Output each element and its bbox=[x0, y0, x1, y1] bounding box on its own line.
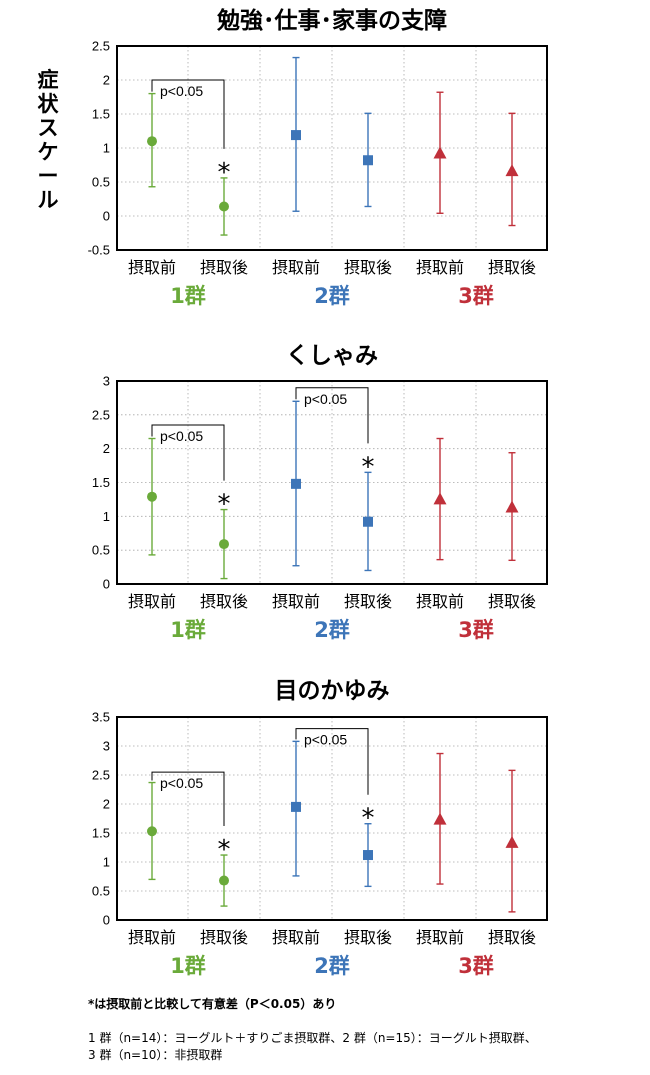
chart3-x-tick-label: 摂取後 bbox=[200, 928, 248, 947]
chart2-group-label-2: 2群 bbox=[314, 618, 350, 642]
chart3-significance-bracket bbox=[295, 728, 369, 795]
chart1-data-point-triangle bbox=[433, 146, 447, 159]
chart3-y-tick-label: 2 bbox=[103, 797, 110, 812]
chart1-data-point-triangle bbox=[505, 164, 519, 177]
chart1-y-tick-label: -0.5 bbox=[88, 243, 110, 258]
chart2-group-label-1: 1群 bbox=[170, 618, 206, 642]
chart2-data-point-triangle bbox=[505, 500, 519, 513]
significance-note: *は摂取前と比較して有意差（P＜0.05）あり bbox=[88, 997, 337, 1011]
chart2-group-label-3: 3群 bbox=[458, 618, 494, 642]
chart3-data-point-square bbox=[363, 850, 373, 861]
chart1-y-tick-label: 2.5 bbox=[92, 39, 110, 54]
chart3-significance-star: * bbox=[218, 835, 231, 865]
chart2-x-tick-label: 摂取前 bbox=[272, 592, 320, 611]
chart3-data-point-square bbox=[291, 801, 301, 812]
chart2-x-tick-label: 摂取後 bbox=[488, 592, 536, 611]
chart1-group-label-1: 1群 bbox=[170, 284, 206, 308]
chart2-significance-bracket bbox=[295, 387, 369, 444]
chart2-data-point-triangle bbox=[433, 492, 447, 505]
y-axis-label-char: ル bbox=[38, 188, 59, 212]
chart3-x-tick-label: 摂取後 bbox=[488, 928, 536, 947]
y-axis-label-char: ケ bbox=[38, 140, 59, 164]
chart3-plot-frame bbox=[116, 716, 548, 921]
chart3-y-tick-label: 1 bbox=[103, 855, 110, 870]
y-axis-label-char: ス bbox=[38, 116, 59, 140]
chart1-y-tick-label: 0.5 bbox=[92, 175, 110, 190]
chart3-data-point-circle bbox=[147, 826, 157, 837]
chart1-group-label-2: 2群 bbox=[314, 284, 350, 308]
chart1-x-tick-label: 摂取後 bbox=[200, 258, 248, 277]
chart1-data-point-circle bbox=[219, 201, 229, 212]
chart1-p-value-label: p<0.05 bbox=[160, 83, 203, 99]
chart1-x-tick-label: 摂取前 bbox=[272, 258, 320, 277]
chart1-x-tick-label: 摂取前 bbox=[416, 258, 464, 277]
chart3-x-tick-label: 摂取後 bbox=[344, 928, 392, 947]
chart2-x-tick-label: 摂取前 bbox=[128, 592, 176, 611]
chart3-title: 目のかゆみ bbox=[275, 678, 390, 704]
chart1-y-tick-label: 0 bbox=[103, 209, 110, 224]
chart2-x-tick-label: 摂取前 bbox=[416, 592, 464, 611]
chart1-data-point-square bbox=[291, 130, 301, 141]
chart2-p-value-label: p<0.05 bbox=[160, 428, 203, 444]
chart3-y-tick-label: 0.5 bbox=[92, 884, 110, 899]
chart3-group-label-2: 2群 bbox=[314, 954, 350, 978]
chart3-data-point-triangle bbox=[505, 835, 519, 848]
chart3-y-tick-label: 0 bbox=[103, 913, 110, 928]
chart3-x-tick-label: 摂取前 bbox=[272, 928, 320, 947]
chart1-y-tick-label: 2 bbox=[103, 73, 110, 88]
chart3-data-point-circle bbox=[219, 875, 229, 886]
chart1-plot-frame bbox=[116, 45, 548, 251]
chart1-y-tick-label: 1 bbox=[103, 141, 110, 156]
chart2-significance-star: * bbox=[362, 452, 375, 482]
chart2-p-value-label: p<0.05 bbox=[304, 391, 347, 407]
chart3-y-tick-label: 2.5 bbox=[92, 768, 110, 783]
y-axis-label-char: 状 bbox=[38, 92, 60, 116]
chart2-data-point-circle bbox=[219, 539, 229, 550]
group-note-line-1: 1 群（n=14）：ヨーグルト＋すりごま摂取群、2 群（n=15）：ヨーグルト摂… bbox=[88, 1031, 537, 1045]
chart2-plot-frame bbox=[116, 380, 548, 585]
chart1-significance-star: * bbox=[218, 158, 231, 188]
chart2-y-tick-label: 1 bbox=[103, 509, 110, 524]
chart1-data-point-circle bbox=[147, 136, 157, 147]
y-axis-label-char: 症 bbox=[38, 68, 59, 92]
chart2-data-point-circle bbox=[147, 491, 157, 502]
chart2-x-tick-label: 摂取後 bbox=[200, 592, 248, 611]
chart3-significance-bracket bbox=[151, 771, 225, 827]
chart1-y-tick-label: 1.5 bbox=[92, 107, 110, 122]
chart2-y-tick-label: 0.5 bbox=[92, 543, 110, 558]
chart2-x-tick-label: 摂取後 bbox=[344, 592, 392, 611]
chart1-x-tick-label: 摂取後 bbox=[344, 258, 392, 277]
chart2-y-tick-label: 2.5 bbox=[92, 407, 110, 422]
chart3-group-label-3: 3群 bbox=[458, 954, 494, 978]
chart1-x-tick-label: 摂取後 bbox=[488, 258, 536, 277]
chart1-data-point-square bbox=[363, 155, 373, 166]
chart2-y-tick-label: 2 bbox=[103, 441, 110, 456]
chart3-group-label-1: 1群 bbox=[170, 954, 206, 978]
chart1-title: 勉強･仕事･家事の支障 bbox=[216, 7, 447, 34]
chart1-x-tick-label: 摂取前 bbox=[128, 258, 176, 277]
chart2-significance-star: * bbox=[218, 490, 231, 520]
y-axis-label-char: ー bbox=[38, 164, 59, 188]
chart2-data-point-square bbox=[291, 478, 301, 489]
chart2-y-tick-label: 3 bbox=[103, 374, 110, 389]
chart3-x-tick-label: 摂取前 bbox=[416, 928, 464, 947]
chart3-significance-star: * bbox=[362, 804, 375, 834]
chart3-y-tick-label: 1.5 bbox=[92, 826, 110, 841]
chart1-group-label-3: 3群 bbox=[458, 284, 494, 308]
chart3-x-tick-label: 摂取前 bbox=[128, 928, 176, 947]
chart3-data-point-triangle bbox=[433, 812, 447, 825]
chart3-y-tick-label: 3 bbox=[103, 739, 110, 754]
chart2-title: くしゃみ bbox=[286, 343, 378, 369]
chart2-significance-bracket bbox=[151, 424, 225, 481]
chart2-data-point-square bbox=[363, 516, 373, 527]
chart3-y-tick-label: 3.5 bbox=[92, 710, 110, 725]
group-note-line-2: 3 群（n=10）：非摂取群 bbox=[88, 1048, 223, 1062]
chart3-p-value-label: p<0.05 bbox=[160, 775, 203, 791]
chart2-y-tick-label: 1.5 bbox=[92, 475, 110, 490]
chart1-significance-bracket bbox=[151, 79, 225, 149]
chart2-y-tick-label: 0 bbox=[103, 577, 110, 592]
chart3-p-value-label: p<0.05 bbox=[304, 732, 347, 748]
